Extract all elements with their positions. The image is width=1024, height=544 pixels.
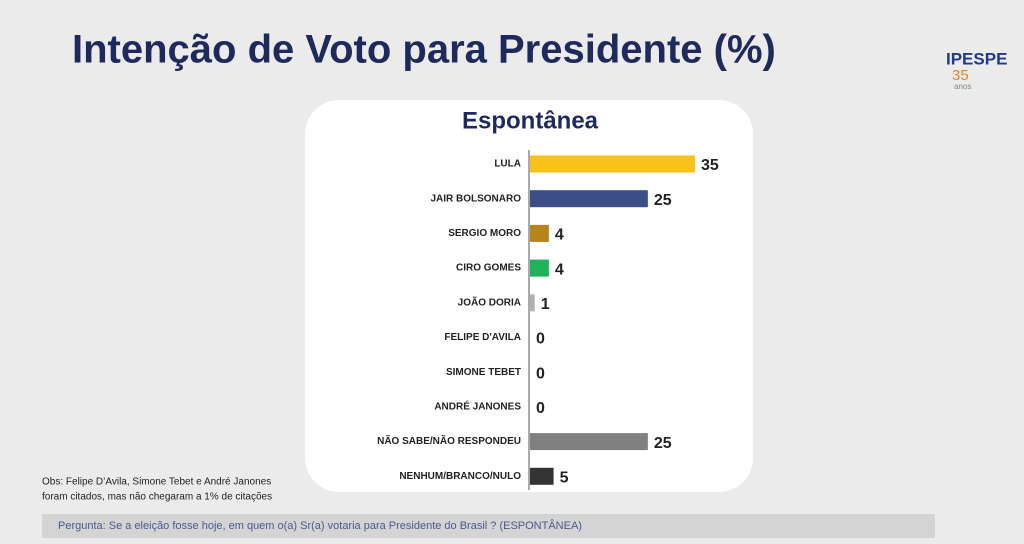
value-label: 1 [541, 296, 550, 313]
bar [530, 294, 535, 312]
value-label: 35 [701, 157, 719, 174]
category-label: JOÃO DORIA [458, 295, 521, 308]
logo-years: 35 [952, 67, 969, 84]
value-label: 4 [555, 227, 564, 244]
value-label: 25 [654, 435, 672, 452]
category-label: ANDRÉ JANONES [434, 400, 521, 413]
bar [530, 224, 549, 242]
value-label: 5 [560, 470, 569, 487]
chart-title: Intenção de Voto para Presidente (%) [72, 28, 776, 72]
note: foram citados, mas não chegaram a 1% de … [42, 492, 272, 503]
category-label: FELIPE D'AVILA [444, 332, 521, 343]
value-label: 0 [536, 331, 545, 348]
chart-subtitle: Espontânea [462, 107, 599, 134]
value-label: 0 [536, 400, 545, 417]
question-box [42, 514, 935, 538]
category-label: JAIR BOLSONARO [430, 193, 521, 204]
value-label: 4 [555, 261, 564, 278]
question: Pergunta: Se a eleição fosse hoje, em qu… [58, 519, 582, 532]
bar [530, 190, 648, 208]
category-label: NENHUM/BRANCO/NULO [399, 471, 521, 482]
value-label: 25 [654, 192, 672, 209]
logo-unit: anos [954, 82, 971, 91]
logo-name: IPESPE [946, 49, 1007, 68]
value-label: 0 [536, 365, 545, 382]
bar [530, 467, 554, 485]
category-label: NÃO SABE/NÃO RESPONDEU [377, 434, 521, 447]
bar [530, 433, 648, 451]
category-label: SIMONE TEBET [446, 367, 521, 378]
category-label: SERGIO MORO [448, 228, 521, 239]
category-label: CIRO GOMES [456, 263, 521, 274]
bar [530, 155, 695, 173]
bar [530, 259, 549, 277]
note: Obs: Felipe D’Avila, Simone Tebet e Andr… [42, 477, 271, 488]
category-label: LULA [494, 159, 521, 170]
